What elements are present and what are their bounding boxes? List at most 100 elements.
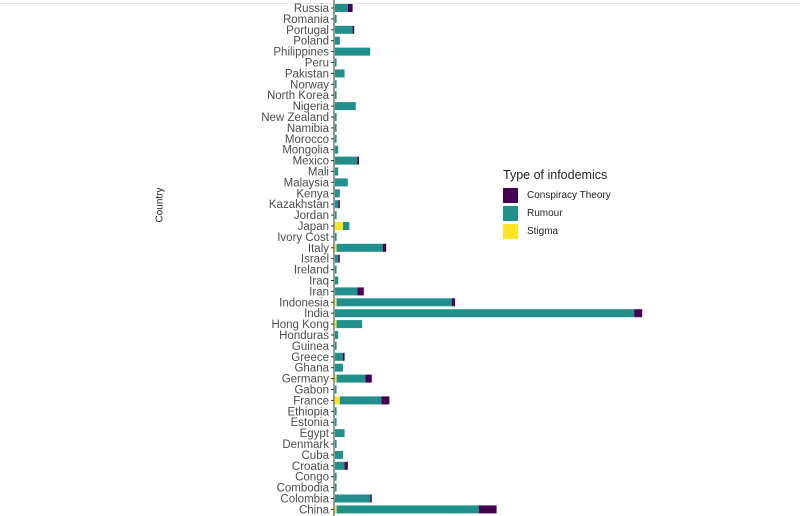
bar-ireland-rumour: [335, 265, 337, 274]
bar-honduras-rumour: [335, 331, 339, 339]
y-tick-label-indonesia: Indonesia: [279, 297, 329, 309]
y-tick-label-pakistan: Pakistan: [285, 68, 329, 80]
bar-india-conspiracy-theory: [634, 309, 643, 318]
top-border: [0, 3, 800, 4]
y-tick-label-denmark: Denmark: [282, 439, 329, 451]
bar-new-zealand-rumour: [335, 113, 337, 121]
legend-label-rumour: Rumour: [527, 207, 563, 219]
y-tick-label-poland: Poland: [293, 36, 329, 48]
y-tick-label-congo: Congo: [295, 472, 329, 484]
bar-north-korea-rumour: [335, 91, 337, 100]
legend-key-conspiracy: [503, 187, 518, 203]
bar-cuba-rumour: [335, 450, 343, 459]
bar-russia-conspiracy-theory: [347, 4, 353, 12]
bar-guinea-rumour: [335, 341, 337, 350]
legend-title: Type of infodemics: [503, 168, 608, 182]
y-tick-label-india: India: [304, 308, 330, 320]
bar-italy-stigma: [335, 243, 337, 252]
y-tick-label-peru: Peru: [305, 58, 329, 70]
bar-mali-rumour: [335, 167, 339, 176]
bar-ghana-rumour: [335, 363, 343, 372]
y-tick-label-kazakhstan: Kazakhstan: [269, 199, 329, 211]
bar-france-stigma: [335, 396, 340, 405]
y-tick-label-new-zealand: New Zealand: [261, 112, 329, 124]
bar-israel-rumour: [335, 254, 339, 263]
bar-japan-stigma: [335, 222, 343, 230]
y-tick-label-malaysia: Malaysia: [284, 177, 330, 189]
bar-croatia-conspiracy-theory: [344, 461, 348, 470]
y-tick-label-mongolia: Mongolia: [282, 145, 329, 157]
legend-key-stigma: [503, 223, 518, 239]
bar-iran-conspiracy-theory: [357, 287, 364, 296]
bar-colombia-rumour: [335, 494, 371, 503]
bar-japan-rumour: [343, 222, 350, 230]
bar-hong-kong-rumour: [336, 320, 363, 329]
bar-croatia-rumour: [335, 461, 345, 470]
y-tick-label-cuba: Cuba: [302, 450, 330, 462]
bar-mexico-conspiracy-theory: [357, 156, 359, 165]
y-tick-labels: RussiaRomaniaPortugalPolandPhilippinesPe…: [261, 3, 334, 516]
bar-iraq-rumour: [335, 276, 339, 285]
bar-peru-rumour: [335, 58, 337, 67]
bar-namibia-rumour: [335, 123, 337, 132]
y-tick-label-france: France: [293, 395, 329, 407]
y-tick-label-mali: Mali: [308, 167, 329, 179]
bar-russia-rumour: [335, 4, 348, 12]
bar-denmark-rumour: [335, 440, 337, 448]
bar-ethiopia-rumour: [335, 407, 337, 416]
y-tick-label-philippines: Philippines: [273, 47, 329, 59]
bar-estonia-rumour: [335, 418, 337, 427]
y-tick-label-portugal: Portugal: [286, 25, 329, 37]
y-tick-label-germany: Germany: [282, 374, 330, 386]
y-axis-title: Country: [154, 187, 166, 223]
y-tick-label-morocco: Morocco: [285, 134, 329, 146]
y-tick-label-jordan: Jordan: [294, 210, 329, 222]
bar-ivory-cost-rumour: [335, 232, 337, 241]
bar-egypt-rumour: [335, 429, 345, 438]
y-tick-label-guinea: Guinea: [292, 341, 330, 353]
y-tick-label-greece: Greece: [291, 352, 329, 364]
bar-morocco-rumour: [335, 134, 337, 143]
bar-norway-rumour: [335, 80, 337, 89]
bar-pakistan-rumour: [335, 69, 345, 78]
bar-greece-conspiracy-theory: [343, 352, 345, 361]
bar-india-rumour: [335, 309, 635, 318]
bar-portugal-rumour: [335, 25, 353, 34]
bar-congo-rumour: [335, 472, 337, 481]
bar-nigeria-rumour: [335, 102, 356, 111]
bar-hong-kong-stigma: [335, 320, 337, 329]
bar-jordan-rumour: [335, 211, 337, 220]
bar-portugal-conspiracy-theory: [352, 25, 355, 34]
y-tick-label-italy: Italy: [308, 243, 329, 255]
bar-indonesia-rumour: [336, 298, 452, 307]
bar-mexico-rumour: [335, 156, 358, 165]
y-tick-label-croatia: Croatia: [292, 461, 330, 473]
bar-kazakhstan-rumour: [335, 200, 339, 209]
bar-indonesia-stigma: [335, 298, 337, 307]
bar-kazakhstan-conspiracy-theory: [338, 200, 340, 209]
y-tick-label-china: China: [299, 504, 330, 516]
y-tick-label-iraq: Iraq: [309, 276, 329, 288]
y-tick-label-japan: Japan: [298, 221, 329, 233]
bar-poland-rumour: [335, 36, 340, 45]
y-tick-label-namibia: Namibia: [287, 123, 330, 135]
bar-combodia-rumour: [335, 483, 337, 492]
y-tick-label-ethiopia: Ethiopia: [287, 406, 329, 418]
bar-france-conspiracy-theory: [381, 396, 390, 405]
legend-item-rumour: Rumour: [503, 204, 611, 222]
bar-mongolia-rumour: [335, 145, 339, 154]
bar-israel-conspiracy-theory: [338, 254, 340, 263]
bar-malaysia-rumour: [335, 178, 348, 187]
bars-group: [335, 4, 643, 514]
y-tick-label-israel: Israel: [301, 254, 329, 266]
bar-romania-rumour: [335, 14, 337, 23]
y-tick-label-iran: Iran: [309, 286, 329, 298]
y-tick-label-romania: Romania: [283, 14, 330, 26]
y-tick-label-gabon: Gabon: [294, 385, 329, 397]
y-tick-label-norway: Norway: [290, 79, 329, 91]
y-tick-label-kenya: Kenya: [296, 188, 329, 200]
legend-item-conspiracy: Conspiracy Theory: [503, 186, 611, 204]
bar-philippines-rumour: [335, 47, 371, 56]
y-tick-label-egypt: Egypt: [300, 428, 330, 440]
y-tick-label-hong-kong: Hong Kong: [271, 319, 329, 331]
